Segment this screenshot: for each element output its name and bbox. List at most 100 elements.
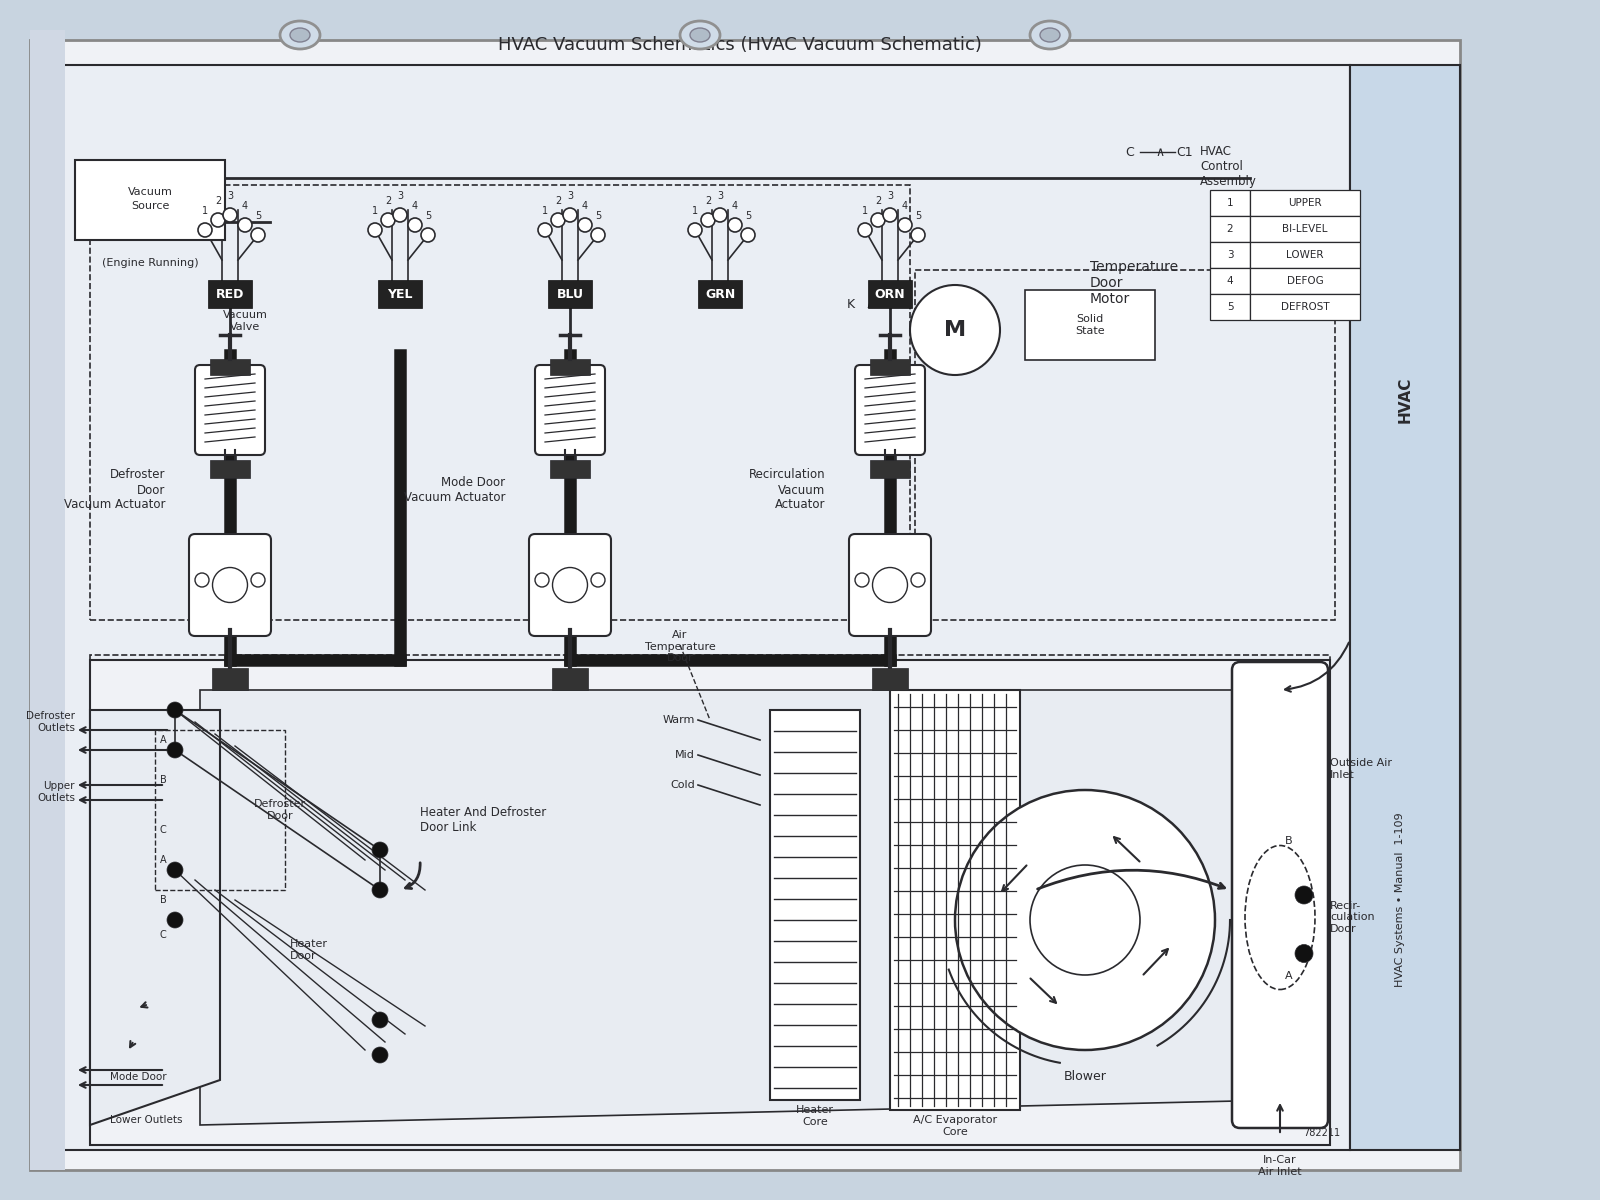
Circle shape (238, 218, 253, 232)
Text: 3: 3 (397, 191, 403, 200)
Text: 5: 5 (254, 211, 261, 221)
Text: HVAC
Control
Assembly: HVAC Control Assembly (1200, 145, 1258, 188)
Text: 2: 2 (875, 196, 882, 206)
Circle shape (1294, 944, 1314, 962)
Text: C: C (160, 930, 166, 940)
Text: 3: 3 (717, 191, 723, 200)
Circle shape (563, 208, 578, 222)
Text: Air
Temperature
Door: Air Temperature Door (645, 630, 715, 664)
Text: Recir-
culation
Door: Recir- culation Door (1330, 901, 1374, 934)
Bar (1210, 190, 1250, 216)
Bar (550, 359, 590, 374)
Bar (90, 185, 910, 620)
Bar (1250, 216, 1360, 242)
Text: 782211: 782211 (1302, 1128, 1341, 1138)
Text: Vacuum
Valve: Vacuum Valve (222, 310, 267, 331)
Ellipse shape (1030, 20, 1070, 49)
Text: 5: 5 (915, 211, 922, 221)
Text: Recirculation
Vacuum
Actuator: Recirculation Vacuum Actuator (749, 468, 826, 511)
Text: 2: 2 (1227, 224, 1234, 234)
Text: Mode Door: Mode Door (110, 1072, 166, 1082)
Text: DEFROST: DEFROST (1280, 302, 1330, 312)
Bar (1250, 268, 1360, 294)
Text: 2: 2 (386, 196, 390, 206)
Text: Warm: Warm (662, 715, 694, 725)
Bar (378, 280, 422, 308)
FancyBboxPatch shape (850, 534, 931, 636)
Text: Temperature
Door
Motor: Temperature Door Motor (1090, 260, 1178, 306)
Circle shape (590, 572, 605, 587)
Text: A: A (160, 734, 166, 745)
Text: C: C (160, 826, 166, 835)
Text: Mode Door
Vacuum Actuator: Mode Door Vacuum Actuator (403, 476, 506, 504)
Bar (1350, 65, 1459, 1150)
Text: 1: 1 (542, 206, 549, 216)
Circle shape (408, 218, 422, 232)
Text: 4: 4 (242, 200, 248, 211)
Text: C1: C1 (1176, 145, 1194, 158)
Text: RED: RED (216, 288, 245, 300)
Text: Blower: Blower (1064, 1070, 1107, 1082)
Text: A/C Evaporator
Core: A/C Evaporator Core (914, 1115, 997, 1136)
Circle shape (714, 208, 726, 222)
Bar (1250, 190, 1360, 216)
Text: In-Car
Air Inlet: In-Car Air Inlet (1258, 1154, 1302, 1176)
Text: BI-LEVEL: BI-LEVEL (1282, 224, 1328, 234)
Circle shape (222, 208, 237, 222)
Circle shape (371, 1012, 387, 1028)
Bar (1026, 290, 1155, 360)
Circle shape (195, 572, 210, 587)
Circle shape (1294, 886, 1314, 904)
Bar (90, 655, 1330, 1145)
Circle shape (550, 214, 565, 227)
Text: Vacuum: Vacuum (128, 187, 173, 197)
Text: Defroster
Door
Vacuum Actuator: Defroster Door Vacuum Actuator (64, 468, 165, 511)
Text: HVAC: HVAC (1397, 377, 1413, 424)
Bar (1250, 242, 1360, 268)
Text: Heater
Door: Heater Door (290, 940, 328, 961)
Bar (890, 690, 1021, 1110)
Bar (872, 668, 909, 690)
Circle shape (381, 214, 395, 227)
Bar (1210, 294, 1250, 320)
Text: B: B (160, 775, 166, 785)
Circle shape (688, 223, 702, 236)
Circle shape (251, 228, 266, 242)
Text: 2: 2 (706, 196, 710, 206)
Text: ORN: ORN (875, 288, 906, 300)
Text: 5: 5 (1227, 302, 1234, 312)
Circle shape (854, 572, 869, 587)
Text: C: C (1126, 145, 1134, 158)
Text: 5: 5 (426, 211, 430, 221)
Ellipse shape (680, 20, 720, 49)
Bar (870, 460, 910, 478)
Text: Heater
Core: Heater Core (797, 1105, 834, 1127)
Text: Mid: Mid (675, 750, 694, 760)
Text: HVAC Vacuum Schematics (HVAC Vacuum Schematic): HVAC Vacuum Schematics (HVAC Vacuum Sche… (498, 36, 982, 54)
FancyBboxPatch shape (189, 534, 270, 636)
Circle shape (728, 218, 742, 232)
Text: HVAC Systems • Manual  1-109: HVAC Systems • Manual 1-109 (1395, 812, 1405, 988)
Text: BLU: BLU (557, 288, 584, 300)
Circle shape (534, 572, 549, 587)
Circle shape (371, 882, 387, 898)
Circle shape (741, 228, 755, 242)
Text: 3: 3 (1227, 250, 1234, 260)
Text: Source: Source (131, 200, 170, 211)
Bar (210, 460, 250, 478)
Text: Defroster
Door: Defroster Door (254, 799, 306, 821)
Circle shape (578, 218, 592, 232)
Text: 4: 4 (731, 200, 738, 211)
Text: B: B (160, 895, 166, 905)
Text: K: K (846, 299, 854, 312)
Bar (552, 668, 589, 690)
Circle shape (166, 742, 182, 758)
Circle shape (910, 228, 925, 242)
Circle shape (955, 790, 1214, 1050)
Bar (208, 280, 253, 308)
Bar (1250, 294, 1360, 320)
Circle shape (898, 218, 912, 232)
Text: GRN: GRN (706, 288, 734, 300)
Text: UPPER: UPPER (1288, 198, 1322, 208)
Text: LOWER: LOWER (1286, 250, 1323, 260)
